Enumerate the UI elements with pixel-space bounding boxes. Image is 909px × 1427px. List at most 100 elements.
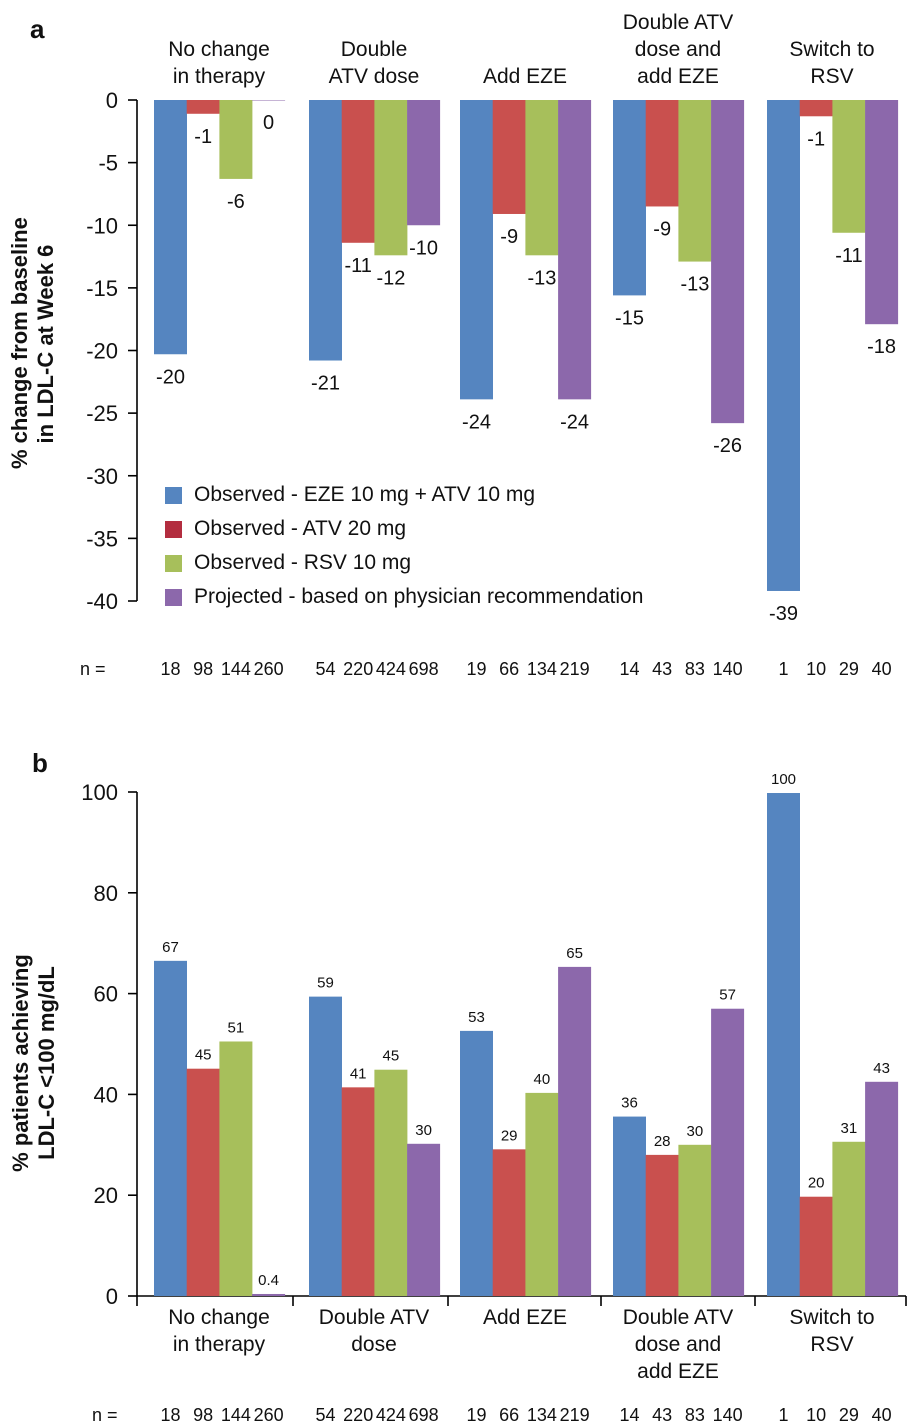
panel-a-bar-series2 [374, 100, 408, 256]
panel-a-n-value: 1 [778, 659, 788, 679]
panel-a-category-label: Double [341, 38, 408, 61]
panel-b-n-value: 220 [343, 1405, 373, 1425]
legend-label: Observed - ATV 20 mg [194, 517, 407, 540]
legend-label: Observed - EZE 10 mg + ATV 10 mg [194, 483, 536, 506]
legend-swatch-series0 [165, 486, 182, 504]
panel-a-bar-series3 [711, 100, 745, 424]
panel-b-n-value: 10 [806, 1405, 826, 1425]
panel-a-data-label: -21 [311, 373, 340, 395]
panel-a-bar-series1 [492, 100, 526, 214]
panel-b-bar-series2 [219, 1041, 253, 1296]
panel-a-y-tick-label: -10 [86, 213, 118, 238]
panel-a-data-label: -26 [713, 435, 742, 457]
panel-a-bar-series0 [154, 100, 187, 355]
panel-b-category-label: add EZE [637, 1360, 719, 1383]
panel-b-data-label: 29 [501, 1127, 518, 1144]
panel-a-n-value: 83 [685, 659, 705, 679]
panel-b-data-label: 20 [808, 1175, 825, 1192]
panel-b-bar-series0 [613, 1116, 646, 1296]
panel-b-n-value: 219 [560, 1405, 590, 1425]
legend-swatch-series3 [165, 588, 182, 606]
panel-a-n-value: 29 [839, 659, 859, 679]
panel-a-n-value: 66 [499, 659, 519, 679]
panel-b-data-label: 59 [317, 975, 334, 992]
panel-a-y-tick-label: 0 [106, 88, 118, 113]
panel-b-category-label: No change [168, 1306, 270, 1329]
panel-a-bar-series3 [865, 100, 899, 325]
panel-b-category-label: dose and [635, 1333, 721, 1356]
panel-a-category-label: Switch to [789, 38, 874, 61]
panel-b-n-value: 260 [254, 1405, 284, 1425]
panel-b-bar-series0 [460, 1030, 493, 1296]
panel-b-data-label: 57 [719, 987, 736, 1004]
panel-a-category-label: RSV [810, 65, 853, 88]
panel-a-category-label: Add EZE [483, 65, 567, 88]
panel-b-n-label: n = [92, 1405, 118, 1425]
legend: Observed - EZE 10 mg + ATV 10 mg Observe… [165, 478, 643, 614]
panel-b-data-label: 67 [162, 939, 179, 956]
panel-b-bar-series3 [865, 1081, 899, 1296]
panel-b-data-label: 40 [534, 1071, 551, 1088]
panel-a-n-value: 19 [466, 659, 486, 679]
panel-b-n-value: 140 [713, 1405, 743, 1425]
panel-a-bar-series0 [767, 100, 800, 591]
panel-b-category-label: in therapy [173, 1333, 266, 1356]
panel-a-data-label: -13 [527, 267, 556, 289]
panel-a-n-value: 698 [409, 659, 439, 679]
panel-a-n-value: 18 [160, 659, 180, 679]
panel-a-y-tick-label: -35 [86, 526, 118, 551]
panel-a-n-value: 144 [221, 659, 251, 679]
panel-b-n-value: 424 [376, 1405, 406, 1425]
panel-a-n-value: 220 [343, 659, 373, 679]
panel-a-bar-series0 [309, 100, 342, 361]
legend-item: Observed - ATV 20 mg [165, 512, 643, 546]
panel-a-bar-series3 [407, 100, 441, 226]
panel-b-bar-series0 [767, 793, 800, 1296]
panel-b-data-label: 53 [468, 1009, 485, 1026]
panel-a-data-label: -6 [227, 191, 245, 213]
panel-b-n-value: 29 [839, 1405, 859, 1425]
panel-b-n-value: 43 [652, 1405, 672, 1425]
panel-a-n-label: n = [80, 659, 106, 679]
panel-a-n-value: 98 [193, 659, 213, 679]
panel-a-y-tick-label: -25 [86, 401, 118, 426]
legend-label: Observed - RSV 10 mg [194, 551, 412, 574]
panel-b-category-label: RSV [810, 1333, 853, 1356]
panel-b-bar-series1 [645, 1154, 679, 1296]
panel-a-n-value: 14 [619, 659, 639, 679]
panel-a-bar-series1 [645, 100, 679, 207]
legend-item: Projected - based on physician recommend… [165, 580, 643, 614]
panel-b-data-label: 0.4 [258, 1272, 279, 1289]
panel-a-category-label: dose and [635, 38, 721, 61]
panel-a-data-label: 0 [263, 112, 274, 134]
panel-a-category-label: add EZE [637, 65, 719, 88]
panel-a-data-label: -1 [807, 128, 825, 150]
panel-a-data-label: -10 [409, 237, 438, 259]
panel-a-data-label: -9 [500, 226, 518, 248]
panel-b-bar-series2 [832, 1141, 866, 1296]
panel-b-bar-series3 [252, 1293, 286, 1296]
panel-b-data-label: 45 [383, 1048, 400, 1065]
panel-b-bar-series3 [407, 1143, 441, 1296]
panel-b-bar-series2 [678, 1144, 712, 1296]
panel-a-n-value: 10 [806, 659, 826, 679]
panel-b-y-tick-label: 80 [94, 881, 118, 906]
panel-b-n-value: 14 [619, 1405, 639, 1425]
legend-swatch-series1 [165, 520, 182, 538]
panel-a-bar-series3 [252, 100, 286, 101]
panel-a-bar-series0 [460, 100, 493, 400]
panel-a-category-label: No change [168, 38, 270, 61]
panel-a-data-label: -24 [560, 411, 589, 433]
panel-a-bar-series0 [613, 100, 646, 296]
panel-a-n-value: 134 [527, 659, 557, 679]
panel-a-data-label: -11 [344, 255, 371, 277]
panel-b-y-tick-label: 0 [106, 1284, 118, 1309]
panel-b-bar-series2 [525, 1092, 559, 1296]
panel-b-data-label: 31 [841, 1120, 858, 1137]
panel-a-n-value: 424 [376, 659, 406, 679]
panel-b-n-value: 19 [466, 1405, 486, 1425]
panel-b-y-tick-label: 40 [94, 1082, 118, 1107]
panel-a-category-label: Double ATV [623, 11, 734, 34]
panel-a-data-label: -9 [653, 218, 671, 240]
